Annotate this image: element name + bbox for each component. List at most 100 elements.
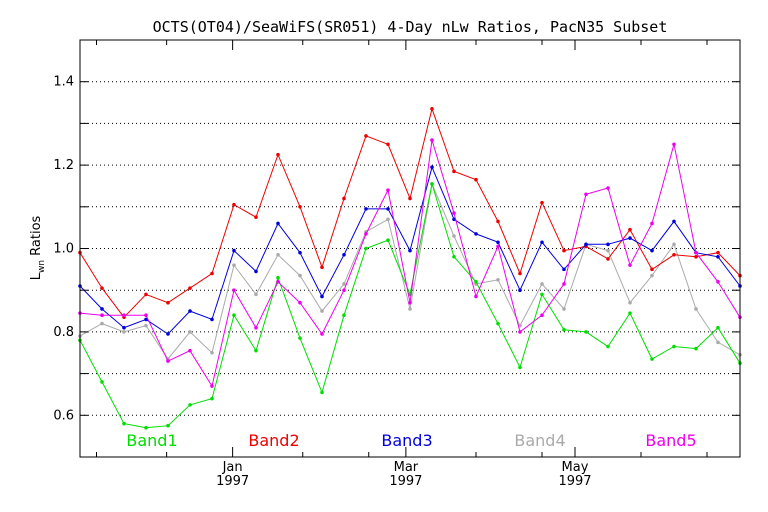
data-point [210,271,214,276]
data-point [364,246,368,251]
data-point [232,263,236,267]
data-point [540,200,544,205]
series-band4 [78,182,742,361]
data-point [606,257,610,261]
legend-entry-band3: Band3 [381,431,432,450]
data-point [452,169,456,174]
legend-entry-band1: Band1 [126,431,177,450]
data-point [562,248,566,253]
data-point [716,325,720,330]
data-point [386,217,390,222]
data-point [430,107,434,111]
data-point [276,152,280,157]
data-point [166,332,170,336]
y-axis-label-main: L [29,272,44,280]
data-point [100,307,104,311]
series-band5 [78,138,742,388]
data-point [166,423,170,428]
data-point [716,340,720,345]
data-point [122,330,126,334]
data-point [672,219,676,224]
data-point [122,325,126,330]
data-point [430,182,434,186]
data-point [276,280,280,284]
data-point [100,313,104,318]
data-point [518,365,522,370]
data-point [320,265,324,270]
data-point [584,330,588,334]
data-point [474,177,478,182]
data-point [386,207,390,211]
data-point [364,207,368,211]
data-point [254,292,258,297]
data-point [540,292,544,297]
data-point [342,196,346,201]
x-tick-label-month: Jan [222,460,243,475]
data-point [540,313,544,318]
data-point [144,323,148,328]
data-point [298,300,302,305]
data-point [386,142,390,147]
data-point [144,426,148,430]
data-point [364,134,368,138]
data-point [320,294,324,299]
data-point [144,313,148,318]
data-point [716,255,720,259]
y-tick-label: 0.8 [53,325,74,340]
data-point [254,215,258,220]
x-tick-label-year: 1997 [389,474,422,489]
data-point [342,252,346,257]
series-layer [78,107,742,430]
data-point [628,311,632,315]
data-point [386,238,390,242]
data-point [276,275,280,280]
series-line [79,107,741,319]
data-point [408,307,412,311]
data-point [188,330,192,334]
data-point [496,321,500,326]
data-point [562,307,566,311]
data-point [562,267,566,272]
data-point [232,248,236,253]
series-band2 [78,107,742,320]
data-point [496,277,500,282]
data-point [716,280,720,284]
data-point [188,309,192,313]
gridlines [80,81,740,416]
data-point [628,227,632,232]
data-point [122,421,126,426]
x-tick-label-year: 1997 [558,474,591,489]
x-tick-label-month: Mar [394,460,419,475]
data-point [100,286,104,290]
data-point [474,232,478,236]
data-point [452,255,456,259]
data-point [518,288,522,293]
y-tick-label: 0.6 [53,408,74,423]
data-point [672,142,676,147]
data-point [672,344,676,349]
data-point [210,317,214,322]
data-point [298,250,302,255]
data-point [496,244,500,249]
data-point [342,288,346,293]
data-point [694,250,698,255]
data-point [100,380,104,384]
chart-title: OCTS(OT04)/SeaWiFS(SR051) 4-Day nLw Rati… [153,18,668,36]
data-point [342,313,346,318]
data-point [408,300,412,305]
y-axis-label: Lwn Ratios [29,215,47,280]
data-point [518,271,522,276]
data-point [210,350,214,355]
data-point [496,240,500,245]
data-point [650,357,654,361]
data-point [584,192,588,197]
data-point [276,252,280,257]
data-point [606,248,610,253]
data-point [496,219,500,224]
series-line [79,183,741,429]
data-point [474,294,478,299]
data-point [320,309,324,313]
series-line [79,182,741,360]
data-point [694,255,698,259]
y-axis-label-rest: Ratios [29,215,44,260]
